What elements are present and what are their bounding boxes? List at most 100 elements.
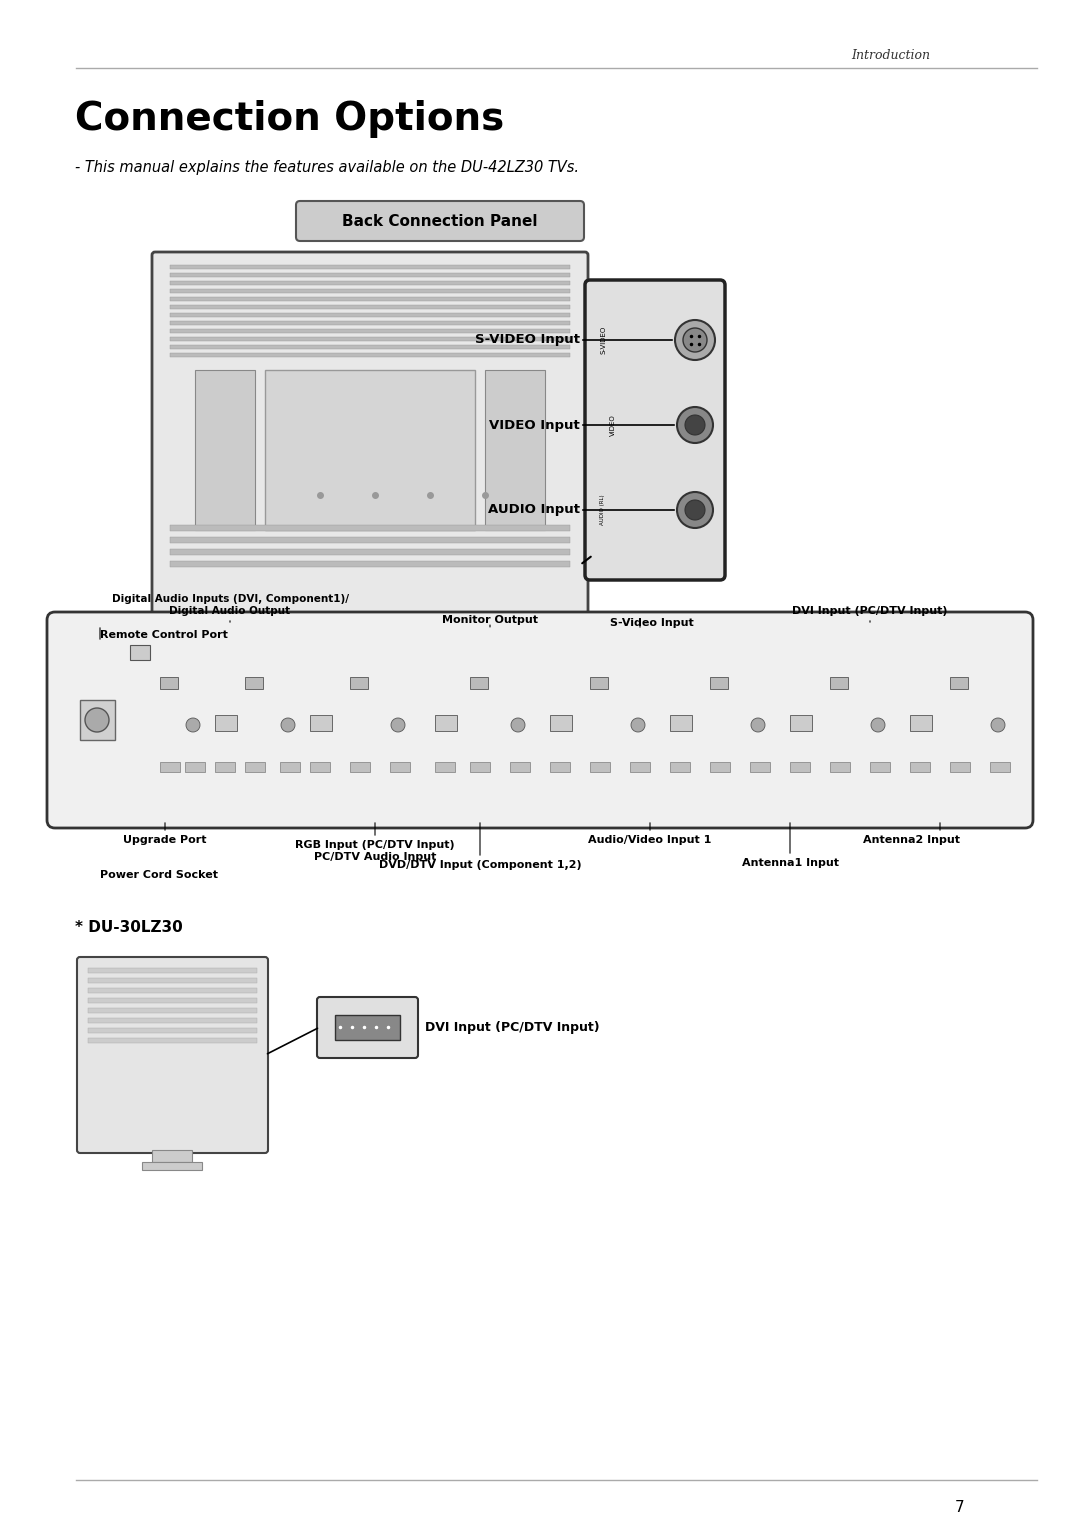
Circle shape bbox=[675, 320, 715, 360]
Bar bbox=[510, 762, 530, 772]
Circle shape bbox=[683, 328, 707, 352]
Bar bbox=[265, 371, 475, 531]
Text: Back Connection Panel: Back Connection Panel bbox=[342, 215, 538, 229]
Bar bbox=[170, 281, 570, 285]
Text: Antenna2 Input: Antenna2 Input bbox=[863, 836, 960, 845]
Bar bbox=[950, 762, 970, 772]
FancyBboxPatch shape bbox=[152, 252, 588, 618]
Text: DVI Input (PC/DTV Input): DVI Input (PC/DTV Input) bbox=[426, 1020, 599, 1034]
Circle shape bbox=[751, 718, 765, 732]
Text: AUDIO (RL): AUDIO (RL) bbox=[600, 494, 605, 525]
Bar bbox=[910, 715, 932, 730]
Bar bbox=[195, 371, 255, 531]
Text: * DU-30LZ30: * DU-30LZ30 bbox=[75, 920, 183, 935]
Bar bbox=[950, 677, 968, 689]
Bar bbox=[87, 1028, 257, 1032]
Bar bbox=[831, 762, 850, 772]
Bar bbox=[335, 1016, 400, 1040]
FancyBboxPatch shape bbox=[48, 612, 1032, 828]
Text: Digital Audio Inputs (DVI, Component1)/
Digital Audio Output: Digital Audio Inputs (DVI, Component1)/ … bbox=[111, 595, 349, 616]
Bar bbox=[170, 273, 570, 278]
Circle shape bbox=[870, 718, 885, 732]
Text: AUDIO Input: AUDIO Input bbox=[488, 503, 580, 517]
Bar bbox=[170, 305, 570, 310]
Bar bbox=[310, 640, 430, 656]
Bar bbox=[170, 561, 570, 567]
Bar bbox=[470, 677, 488, 689]
Text: DVI Input (PC/DTV Input): DVI Input (PC/DTV Input) bbox=[793, 605, 948, 616]
Circle shape bbox=[991, 718, 1005, 732]
Circle shape bbox=[677, 407, 713, 442]
FancyBboxPatch shape bbox=[77, 958, 268, 1153]
Bar bbox=[280, 762, 300, 772]
Bar bbox=[910, 762, 930, 772]
Bar bbox=[350, 762, 370, 772]
Bar bbox=[130, 645, 150, 660]
Bar bbox=[87, 1019, 257, 1023]
Bar bbox=[470, 762, 490, 772]
Bar bbox=[310, 762, 330, 772]
Bar bbox=[789, 762, 810, 772]
Bar bbox=[590, 762, 610, 772]
Bar bbox=[87, 997, 257, 1003]
Bar bbox=[350, 677, 368, 689]
Text: Upgrade Port: Upgrade Port bbox=[123, 836, 206, 845]
Bar bbox=[170, 313, 570, 317]
Bar bbox=[87, 1008, 257, 1013]
Text: S-VIDEO: S-VIDEO bbox=[600, 326, 606, 354]
Text: Power Cord Socket: Power Cord Socket bbox=[100, 869, 218, 880]
Bar bbox=[870, 762, 890, 772]
Text: Antenna1 Input: Antenna1 Input bbox=[742, 859, 838, 868]
Bar bbox=[310, 715, 332, 730]
Circle shape bbox=[511, 718, 525, 732]
Bar bbox=[710, 677, 728, 689]
Text: DVD/DTV Input (Component 1,2): DVD/DTV Input (Component 1,2) bbox=[379, 860, 581, 869]
Bar bbox=[170, 320, 570, 325]
Bar bbox=[170, 290, 570, 293]
Bar bbox=[215, 715, 237, 730]
Text: - This manual explains the features available on the DU-42LZ30 TVs.: - This manual explains the features avai… bbox=[75, 160, 579, 175]
Bar bbox=[390, 762, 410, 772]
Bar bbox=[990, 762, 1010, 772]
Text: S-Video Input: S-Video Input bbox=[610, 618, 693, 628]
Bar bbox=[185, 762, 205, 772]
Text: Monitor Output: Monitor Output bbox=[442, 615, 538, 625]
Text: VIDEO: VIDEO bbox=[610, 415, 616, 436]
Text: 7: 7 bbox=[955, 1501, 964, 1514]
Bar bbox=[670, 762, 690, 772]
Text: S-VIDEO Input: S-VIDEO Input bbox=[475, 334, 580, 346]
Circle shape bbox=[677, 493, 713, 528]
Bar bbox=[590, 677, 608, 689]
Bar bbox=[87, 988, 257, 993]
Bar bbox=[141, 1162, 202, 1170]
Bar bbox=[550, 762, 570, 772]
Circle shape bbox=[281, 718, 295, 732]
Bar bbox=[789, 715, 812, 730]
Circle shape bbox=[685, 500, 705, 520]
Bar bbox=[245, 762, 265, 772]
Bar bbox=[215, 762, 235, 772]
Bar bbox=[170, 345, 570, 349]
Text: Connection Options: Connection Options bbox=[75, 101, 504, 137]
Text: Remote Control Port: Remote Control Port bbox=[100, 630, 228, 640]
Bar bbox=[630, 762, 650, 772]
Bar bbox=[750, 762, 770, 772]
Bar bbox=[335, 615, 405, 640]
Circle shape bbox=[685, 415, 705, 435]
Bar bbox=[670, 715, 692, 730]
Text: VIDEO Input: VIDEO Input bbox=[489, 418, 580, 432]
Bar bbox=[170, 352, 570, 357]
FancyBboxPatch shape bbox=[296, 201, 584, 241]
FancyBboxPatch shape bbox=[318, 997, 418, 1058]
Text: Audio/Video Input 1: Audio/Video Input 1 bbox=[589, 836, 712, 845]
Bar bbox=[160, 677, 178, 689]
Circle shape bbox=[85, 708, 109, 732]
Bar bbox=[550, 715, 572, 730]
FancyBboxPatch shape bbox=[585, 281, 725, 580]
Bar bbox=[485, 371, 545, 531]
Circle shape bbox=[186, 718, 200, 732]
Bar bbox=[80, 700, 114, 740]
Circle shape bbox=[631, 718, 645, 732]
Bar bbox=[170, 297, 570, 300]
Text: RGB Input (PC/DTV Input)
PC/DTV Audio Input: RGB Input (PC/DTV Input) PC/DTV Audio In… bbox=[295, 840, 455, 862]
